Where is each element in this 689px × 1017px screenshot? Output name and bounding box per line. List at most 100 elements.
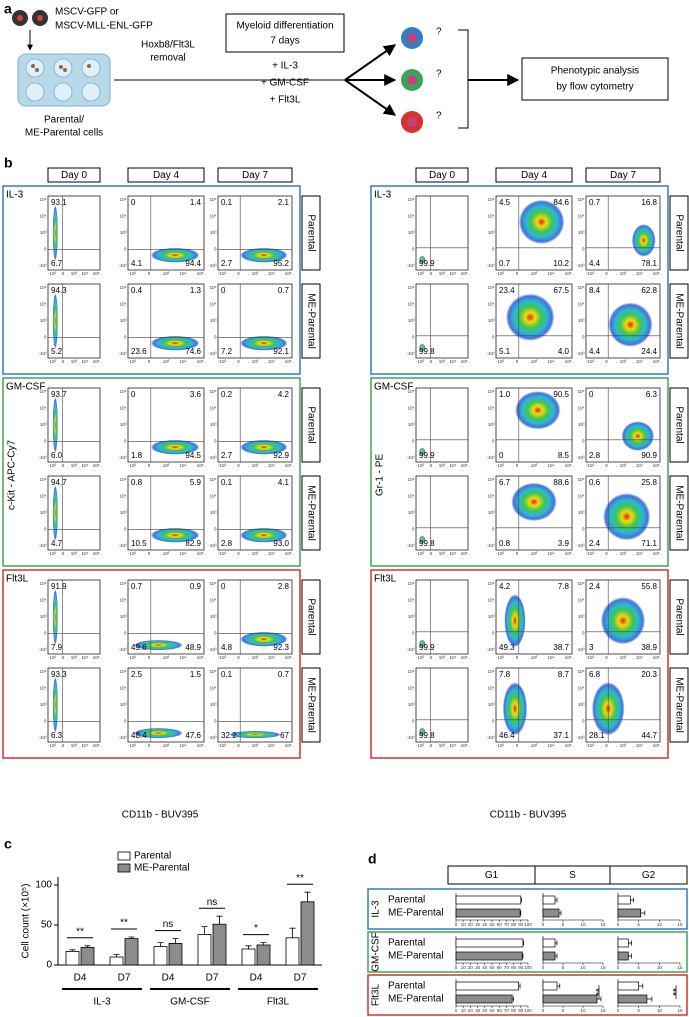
y-tick-label: 0 [46, 960, 52, 971]
bar [542, 895, 556, 905]
y-tick-label: 10³ [578, 230, 585, 235]
x-tick-label: 0 [430, 359, 433, 364]
error-bar [520, 897, 522, 903]
row-label-box [669, 475, 689, 551]
x-tick-label: 70 [504, 922, 510, 927]
y-tick-label: 10⁴ [488, 686, 495, 691]
quadrant-value: 5.2 [51, 347, 63, 356]
x-tick-label: 0 [516, 271, 519, 276]
y-tick-label: 10⁴ [40, 302, 47, 307]
x-tick-label: 10⁴ [180, 271, 187, 276]
y-tick-label: 10⁵ [40, 669, 47, 674]
x-tick-label: -10³ [416, 743, 425, 748]
x-tick-label: 10 [657, 965, 663, 970]
y-tick-label: 10⁴ [408, 406, 415, 411]
y-tick-label: 10⁴ [488, 302, 495, 307]
flow-plot: -10³-10³ 0 0 10³ 10³ 10⁴ 10⁴ 10⁵ 10⁵ 0 2.8 4.8 92.3 [208, 579, 293, 660]
x-tick-label: 10⁴ [636, 551, 643, 556]
x-tick-label: 20 [468, 1008, 474, 1013]
x-tick-label: 10³ [252, 271, 259, 276]
y-tick-label: 10³ [408, 510, 415, 515]
quadrant-value: 1.4 [190, 198, 202, 207]
condition-label: GM-CSF [6, 382, 45, 393]
error-bar [628, 940, 632, 946]
x-tick-label: D7 [206, 973, 219, 984]
day-header: Day 7 [242, 170, 269, 181]
step-box [225, 13, 345, 53]
day-header-box [127, 167, 205, 183]
y-tick-label: 0 [412, 719, 415, 724]
group-label: GM-CSF [371, 932, 382, 971]
y-tick-label: 100 [35, 880, 52, 891]
error-bar [128, 936, 135, 939]
x-tick-label: 10⁵ [565, 551, 572, 556]
y-tick-label: -10³ [576, 351, 585, 356]
quadrant-value: 7.8 [558, 582, 570, 591]
y-tick-label: 10³ [408, 614, 415, 619]
x-tick-label: 10³ [531, 271, 538, 276]
condition-box [370, 377, 669, 567]
x-tick-label: 10⁴ [180, 551, 187, 556]
quadrant-value: 0.8 [499, 539, 511, 548]
x-tick-label: 10⁴ [82, 359, 89, 364]
y-tick-label: 10⁵ [488, 285, 495, 290]
quadrant-value: 49.6 [131, 643, 147, 652]
row-label: Parental [305, 214, 316, 251]
density [150, 527, 200, 543]
y-tick-label: 10³ [120, 510, 127, 515]
x-tick-label: 90 [518, 1008, 524, 1013]
x-tick-label: 10⁴ [268, 551, 275, 556]
y-tick-label: 0 [582, 631, 585, 636]
vector-icon [37, 15, 43, 21]
density [518, 199, 565, 245]
quadrant-value: 0.9 [190, 582, 202, 591]
y-tick-label: -10³ [118, 351, 127, 356]
y-tick-label: 10³ [488, 230, 495, 235]
x-tick-label: 10³ [252, 551, 259, 556]
y-tick-label: 10⁵ [40, 477, 47, 482]
y-tick-label: 10³ [40, 230, 47, 235]
y-tick-label: 10⁵ [210, 477, 217, 482]
condition-label: GM-CSF [374, 382, 413, 393]
y-tick-label: 10⁴ [120, 686, 127, 691]
x-tick-label: 90 [518, 922, 524, 927]
bar [455, 951, 523, 961]
row-label: ME-Parental [673, 677, 684, 733]
x-tick-label: 10⁵ [285, 271, 292, 276]
error-bar [630, 897, 635, 903]
quadrant-value: 5.9 [190, 478, 202, 487]
row-label-box [301, 667, 321, 743]
condition-label: Flt3L [374, 574, 397, 585]
y-tick-label: 10³ [210, 318, 217, 323]
quadrant-value: 99.9 [419, 643, 435, 652]
group-label: GM-CSF [170, 997, 209, 1008]
density [134, 639, 183, 651]
y-tick-label: -10³ [208, 735, 217, 740]
quadrant-value: 0.7 [589, 198, 601, 207]
flow-plot: -10³-10³ 0 0 10³ 10³ 10⁴ 10⁴ 10⁵ 10⁵ 2.4 55.8 3 38.9 [576, 579, 661, 660]
quadrant-value: 90.9 [641, 451, 657, 460]
row-label-box [669, 283, 689, 359]
y-tick-label: 10³ [488, 510, 495, 515]
y-axis-label: Cell count (×10⁵) [21, 883, 32, 958]
quadrant-value: 62.8 [641, 286, 657, 295]
quadrant-value: 4.4 [589, 347, 601, 356]
y-tick-label: 10³ [120, 422, 127, 427]
y-tick-label: 10³ [210, 614, 217, 619]
y-tick-label: 0 [582, 335, 585, 340]
quadrant-value: 0.6 [589, 478, 601, 487]
density [621, 421, 655, 451]
density [419, 343, 426, 352]
x-tick-label: -10³ [586, 271, 595, 276]
flow-plot: -10³-10³ 0 0 10³ 10³ 10⁴ 10⁴ 10⁵ 10⁵ 2.5 1.5 48.4 47… [118, 667, 205, 748]
column-header: G2 [642, 870, 656, 881]
significance: ns [163, 919, 174, 930]
quadrant-value: 47.6 [185, 731, 201, 740]
vector-icon [17, 15, 23, 21]
density [240, 631, 288, 647]
y-tick-label: 10³ [210, 422, 217, 427]
bracket [458, 29, 469, 129]
quadrant-value: 23.4 [499, 286, 515, 295]
quadrant-value: 93.7 [51, 390, 67, 399]
